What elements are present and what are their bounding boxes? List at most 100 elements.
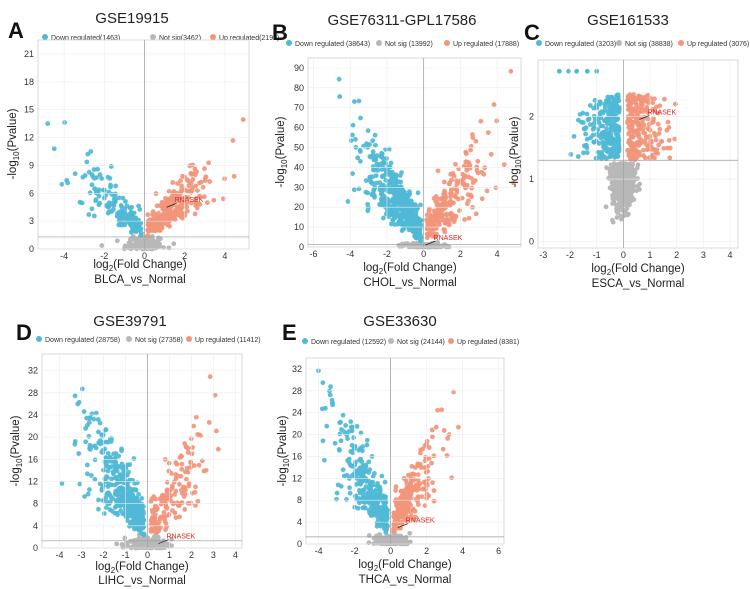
point-down xyxy=(373,157,379,163)
point-down xyxy=(141,532,147,538)
point-up xyxy=(197,180,202,186)
point-up xyxy=(630,153,636,159)
legend-label: Up regulated(2192) xyxy=(219,35,279,42)
point-down xyxy=(363,189,369,195)
point-up xyxy=(417,450,423,456)
point-down xyxy=(113,183,119,189)
point-down xyxy=(103,192,109,198)
point-down xyxy=(606,111,612,117)
point-notsig xyxy=(623,185,629,191)
point-down xyxy=(575,154,581,159)
x-tick-label: -1 xyxy=(593,250,601,260)
legend-item-down: Down regulated (28758) xyxy=(36,336,120,344)
point-up xyxy=(177,514,182,520)
point-down xyxy=(99,176,105,181)
point-up xyxy=(429,427,435,433)
point-up xyxy=(191,423,197,429)
point-down xyxy=(120,195,126,201)
point-down xyxy=(137,206,143,212)
point-down xyxy=(62,120,68,125)
legend-swatch xyxy=(126,336,132,342)
point-down xyxy=(321,457,327,463)
point-down xyxy=(415,205,421,211)
point-up xyxy=(626,131,632,137)
point-up xyxy=(403,491,409,497)
point-down xyxy=(347,485,352,491)
point-down xyxy=(392,201,398,206)
point-up xyxy=(424,235,430,241)
panel-d: D GSE39791 Down regulated (28758) Not sig… xyxy=(10,313,261,587)
x-tick-label: 2 xyxy=(458,249,463,259)
point-notsig xyxy=(136,240,142,246)
point-down xyxy=(139,230,144,236)
legend-swatch xyxy=(376,40,382,46)
point-up xyxy=(665,119,671,125)
point-down xyxy=(95,417,101,422)
legend-item-up: Up regulated (17888) xyxy=(444,40,519,48)
point-down xyxy=(574,68,580,74)
point-notsig xyxy=(631,197,637,202)
point-down xyxy=(86,212,92,217)
point-up xyxy=(178,473,184,479)
y-tick-label: 12 xyxy=(28,476,38,486)
point-down xyxy=(398,179,404,185)
point-down xyxy=(129,224,135,230)
point-up xyxy=(173,488,179,494)
point-down xyxy=(360,444,365,450)
point-down xyxy=(359,459,365,465)
point-notsig xyxy=(373,535,378,541)
legend-item-notsig: Not sig (13992) xyxy=(376,40,433,48)
point-down xyxy=(356,487,362,493)
legend-swatch xyxy=(42,34,48,40)
x-tick-label: 0 xyxy=(621,250,626,260)
point-up xyxy=(463,185,468,191)
panel-letter: B xyxy=(272,20,288,45)
y-tick-label: 40 xyxy=(294,162,304,172)
y-tick-label: 15 xyxy=(24,105,34,115)
point-up xyxy=(394,503,400,509)
point-down xyxy=(323,405,328,411)
point-down xyxy=(612,105,618,111)
point-down xyxy=(388,221,394,227)
point-up xyxy=(431,208,437,214)
point-up xyxy=(157,496,163,502)
point-down xyxy=(370,496,376,501)
point-up xyxy=(661,145,667,151)
legend-item-up: Up regulated (11412) xyxy=(186,336,261,344)
point-up xyxy=(163,527,168,533)
point-down xyxy=(125,219,130,225)
point-up xyxy=(204,200,210,206)
point-up xyxy=(188,180,194,186)
point-down xyxy=(133,228,139,234)
point-down xyxy=(108,164,114,169)
x-tick-label: -1 xyxy=(122,550,130,560)
point-notsig xyxy=(603,204,609,210)
point-down xyxy=(400,213,406,219)
point-notsig xyxy=(629,174,635,179)
point-down xyxy=(614,93,620,98)
point-down xyxy=(96,506,101,512)
y-tick-label: 6 xyxy=(29,188,34,198)
y-tick-label: 0 xyxy=(33,543,38,553)
point-up xyxy=(444,453,450,458)
point-down xyxy=(606,120,612,126)
point-down xyxy=(121,491,127,497)
point-up xyxy=(629,96,635,102)
point-up xyxy=(628,100,634,106)
point-up xyxy=(159,225,165,231)
gene-annotation: RNASEK xyxy=(158,534,196,544)
point-down xyxy=(87,190,93,196)
point-up xyxy=(468,143,474,149)
point-down xyxy=(578,119,584,125)
point-down xyxy=(571,133,577,139)
point-down xyxy=(93,410,99,416)
point-up xyxy=(636,109,642,115)
point-down xyxy=(400,188,406,194)
point-up xyxy=(436,201,442,207)
point-up xyxy=(166,460,172,466)
point-down xyxy=(51,146,57,152)
point-up xyxy=(408,480,414,485)
point-down xyxy=(109,459,115,464)
point-up xyxy=(148,499,154,504)
